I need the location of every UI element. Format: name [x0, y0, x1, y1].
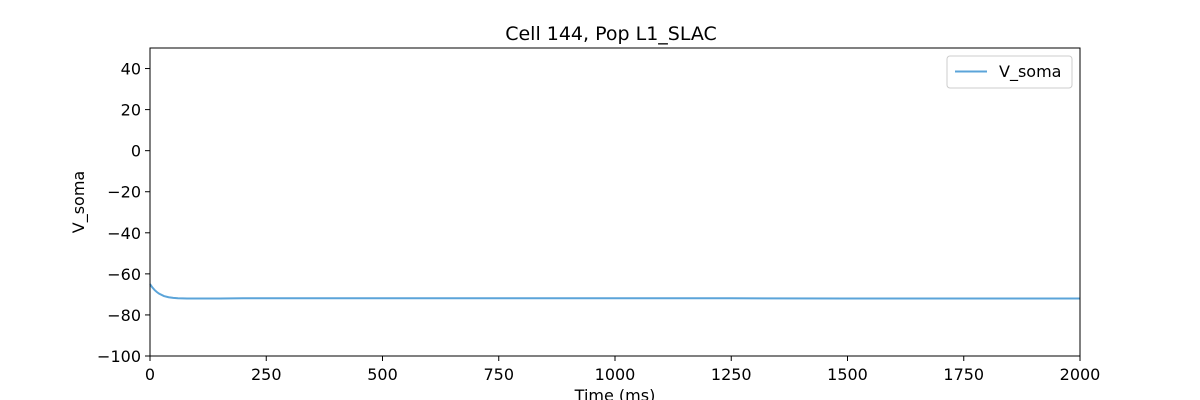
y-axis-label: V_soma [69, 171, 89, 233]
y-tick-label: 0 [131, 142, 141, 161]
legend: V_soma [946, 55, 1073, 89]
x-tick-label: 1750 [943, 365, 984, 384]
y-tick-label: −20 [107, 183, 141, 202]
y-axis-ticks: −100 −80 −60 −40 −20 0 20 40 [97, 60, 150, 366]
x-tick-label: 2000 [1060, 365, 1101, 384]
y-tick-label: −40 [107, 224, 141, 243]
y-tick-label: 20 [121, 101, 141, 120]
x-tick-label: 750 [483, 365, 514, 384]
x-tick-label: 250 [251, 365, 282, 384]
chart-title: Cell 144, Pop L1_SLAC [505, 23, 717, 45]
x-tick-label: 0 [145, 365, 155, 384]
series-line-v-soma [149, 283, 1080, 300]
legend-box [946, 55, 1073, 89]
x-tick-label: 1500 [827, 365, 868, 384]
legend-label-v-soma: V_soma [999, 62, 1061, 82]
x-tick-label: 1250 [711, 365, 752, 384]
x-tick-label: 500 [367, 365, 398, 384]
y-tick-label: −80 [107, 306, 141, 325]
y-tick-label: −100 [97, 347, 141, 366]
x-axis-ticks: 0 250 500 750 1000 1250 1500 1750 2000 [145, 356, 1100, 384]
plot-frame [149, 47, 1081, 357]
x-axis-label: Time (ms) [574, 386, 656, 400]
y-tick-label: −60 [107, 265, 141, 284]
plot-content [149, 283, 1080, 300]
x-tick-label: 1000 [595, 365, 636, 384]
y-tick-label: 40 [121, 60, 141, 79]
